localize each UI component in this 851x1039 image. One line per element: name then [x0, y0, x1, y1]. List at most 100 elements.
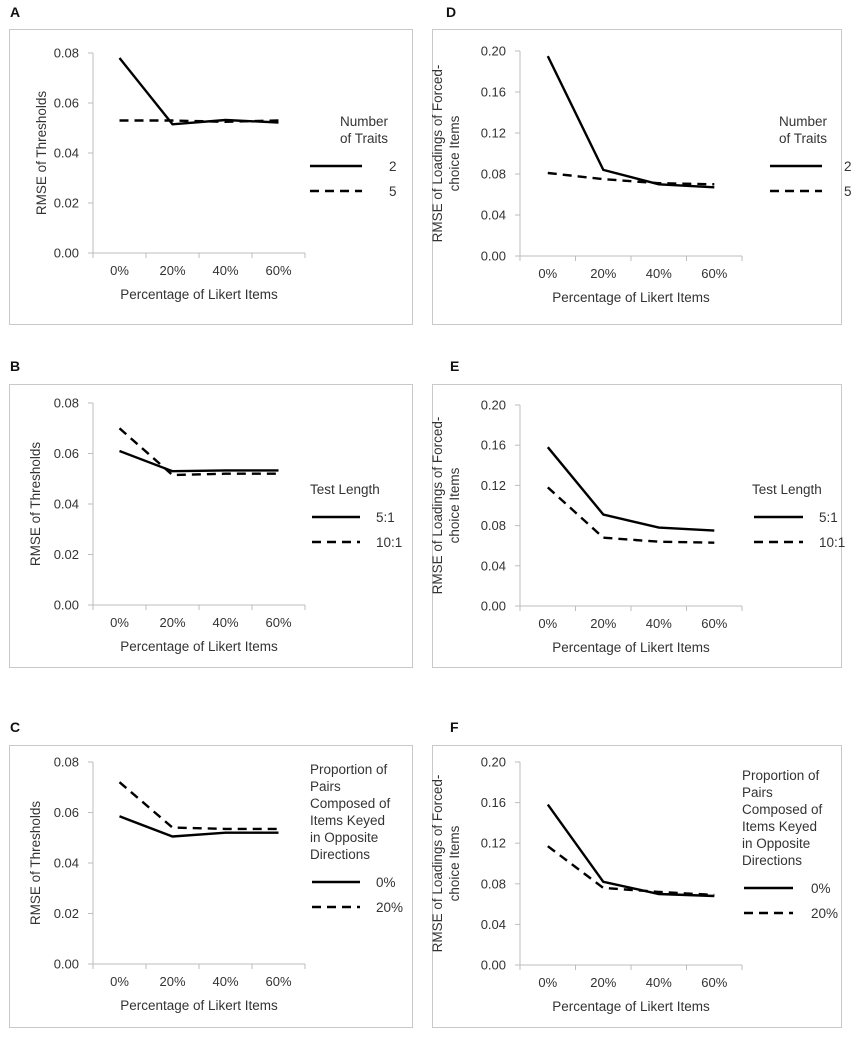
x-tick-label: 20% — [159, 615, 185, 630]
y-tick-label: 0.08 — [481, 167, 506, 182]
chart-c: 0.00 0.02 0.04 0.06 0.08 0% 20% 40% 60% Percentag… — [28, 755, 403, 1014]
legend-title: Test Length — [310, 482, 380, 497]
legend-title: Directions — [310, 847, 370, 862]
y-axis-title: RMSE of Thresholds — [34, 91, 49, 216]
legend-label: 10:1 — [819, 535, 845, 550]
legend-title: of Traits — [779, 131, 827, 146]
series-line-solid — [119, 815, 279, 838]
panel-frame-c — [9, 745, 413, 1028]
series-line-dashed — [118, 781, 279, 831]
x-tick-label: 60% — [265, 974, 291, 989]
series-line-dashed — [547, 845, 715, 897]
x-tick-label: 0% — [538, 266, 557, 281]
y-tick-label: 0.08 — [54, 396, 79, 411]
y-tick-label: 0.00 — [54, 246, 79, 261]
y-tick-label: 0.00 — [54, 598, 79, 613]
series-line-solid — [546, 446, 715, 532]
legend-title: Proportion of — [742, 768, 820, 783]
y-axis-title: choice Items — [447, 115, 462, 191]
y-axis-title: choice Items — [447, 467, 462, 543]
y-tick-label: 0.00 — [481, 249, 506, 264]
legend-title: Test Length — [752, 482, 822, 497]
legend-label: 0% — [811, 881, 831, 896]
legend-title: Number — [779, 114, 828, 129]
panel-frame-d — [432, 29, 842, 325]
y-tick-label: 0.06 — [54, 96, 79, 111]
y-tick-label: 0.08 — [481, 518, 506, 533]
legend-label: 5 — [844, 184, 851, 199]
legend-title: of Traits — [340, 131, 388, 146]
panel-frame-b — [9, 384, 413, 668]
panel-label-e: E — [450, 358, 460, 374]
y-tick-label: 0.20 — [481, 44, 506, 59]
legend-title: in Opposite — [742, 836, 810, 851]
series-line-solid — [119, 449, 279, 473]
y-tick-label: 0.08 — [54, 755, 79, 770]
legend-label: 5:1 — [376, 510, 395, 525]
x-axis-title: Percentage of Likert Items — [552, 640, 710, 655]
y-tick-label: 0.16 — [481, 438, 506, 453]
chart-d: 0.00 0.04 0.08 0.12 0.16 0.20 0% 20% 40% 60% Perce… — [430, 44, 851, 306]
y-tick-label: 0.16 — [481, 795, 506, 810]
y-tick-label: 0.02 — [54, 196, 79, 211]
legend-label: 10:1 — [376, 535, 402, 550]
legend-title: Proportion of — [310, 762, 388, 777]
x-tick-label: 60% — [701, 266, 727, 281]
x-axis-title: Percentage of Likert Items — [120, 639, 278, 654]
y-tick-label: 0.04 — [481, 917, 506, 932]
x-tick-label: 40% — [646, 975, 672, 990]
series-line-dashed — [119, 119, 279, 124]
x-tick-label: 0% — [538, 616, 557, 631]
x-tick-label: 20% — [590, 616, 616, 631]
y-tick-label: 0.12 — [481, 836, 506, 851]
y-tick-label: 0.00 — [481, 599, 506, 614]
chart-e: 0.00 0.04 0.08 0.12 0.16 0.20 0% 20% 40% 60% Perce… — [430, 398, 845, 656]
x-tick-label: 40% — [212, 615, 238, 630]
x-axis-title: Percentage of Likert Items — [120, 998, 278, 1013]
y-tick-label: 0.16 — [481, 85, 506, 100]
legend-label: 5:1 — [819, 510, 838, 525]
x-tick-label: 60% — [701, 975, 727, 990]
legend-title: Items Keyed — [742, 819, 817, 834]
legend-label: 5 — [389, 184, 397, 199]
x-tick-label: 40% — [212, 263, 238, 278]
x-tick-label: 0% — [110, 615, 129, 630]
y-tick-label: 0.04 — [481, 558, 506, 573]
legend-label: 0% — [376, 875, 396, 890]
y-tick-label: 0.00 — [54, 957, 79, 972]
panel-frame-a — [9, 29, 413, 325]
x-tick-label: 40% — [646, 266, 672, 281]
legend-title: Pairs — [742, 785, 773, 800]
y-axis-title: RMSE of Loadings of Forced- — [430, 65, 445, 243]
y-tick-label: 0.04 — [54, 146, 79, 161]
y-tick-label: 0.20 — [481, 755, 506, 770]
panel-label-f: F — [450, 719, 459, 735]
x-tick-label: 20% — [159, 974, 185, 989]
series-line-solid — [546, 803, 715, 898]
y-axis-title: choice Items — [447, 825, 462, 901]
y-tick-label: 0.02 — [54, 906, 79, 921]
panel-label-b: B — [10, 358, 21, 374]
series-line-dashed — [546, 486, 715, 544]
series-line-solid — [546, 55, 715, 189]
series-line-dashed — [547, 171, 715, 186]
y-tick-label: 0.12 — [481, 478, 506, 493]
y-tick-label: 0.06 — [54, 805, 79, 820]
legend-title: in Opposite — [310, 830, 378, 845]
legend-title: Composed of — [742, 802, 823, 817]
x-tick-label: 60% — [265, 615, 291, 630]
x-tick-label: 60% — [265, 263, 291, 278]
legend-title: Composed of — [310, 796, 391, 811]
y-tick-label: 0.06 — [54, 446, 79, 461]
y-tick-label: 0.20 — [481, 398, 506, 413]
panel-label-c: C — [10, 719, 21, 735]
legend-title: Items Keyed — [310, 813, 385, 828]
legend-label: 2 — [389, 159, 397, 174]
x-tick-label: 40% — [646, 616, 672, 631]
y-axis-title: RMSE of Loadings of Forced- — [430, 417, 445, 595]
legend-label: 20% — [376, 900, 403, 915]
y-axis-title: RMSE of Thresholds — [28, 442, 43, 567]
y-tick-label: 0.08 — [54, 46, 79, 61]
legend-title: Directions — [742, 853, 802, 868]
